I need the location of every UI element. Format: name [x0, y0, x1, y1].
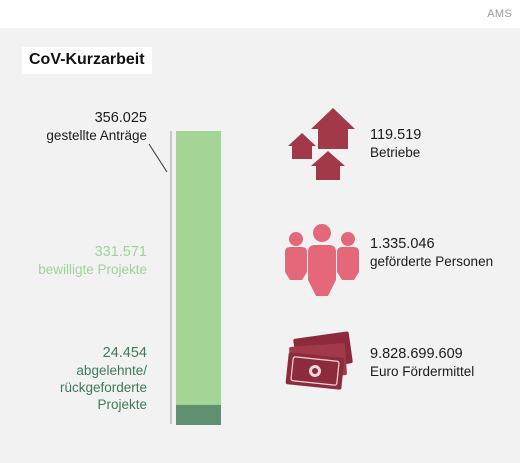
- approved-text: bewilligte Projekte: [38, 262, 147, 277]
- stat-betriebe: 119.519 Betriebe: [370, 127, 421, 161]
- approved-number: 331.571: [94, 244, 147, 260]
- betriebe-number: 119.519: [370, 127, 422, 143]
- total-text: gestellte Anträge: [46, 128, 147, 143]
- rejected-label: 24.454 abgelehnte/ rückgeforderte Projek…: [60, 345, 147, 413]
- rejected-text: abgelehnte/ rückgeforderte Projekte: [59, 363, 147, 412]
- bar-segment-rejected: [176, 404, 221, 425]
- mittel-label: Euro Fördermittel: [370, 364, 475, 379]
- personen-number: 1.335.046: [370, 236, 435, 252]
- personen-label: geförderte Personen: [370, 254, 494, 269]
- total-label: 356.025 gestellte Anträge: [46, 110, 147, 144]
- money-icon: [285, 331, 355, 396]
- rejected-number: 24.454: [102, 345, 147, 361]
- houses-icon: [284, 106, 356, 187]
- chart-title: CoV-Kurzarbeit: [22, 47, 152, 74]
- bar-segment-approved: [176, 131, 221, 405]
- total-number: 356.025: [94, 110, 147, 126]
- stat-personen: 1.335.046 geförderte Personen: [370, 236, 493, 270]
- source-label: AMS: [487, 8, 512, 20]
- stat-mittel: 9.828.699.609 Euro Fördermittel: [370, 346, 474, 380]
- mittel-number: 9.828.699.609: [370, 346, 463, 362]
- approved-label: 331.571 bewilligte Projekte: [38, 244, 147, 278]
- header-bar: AMS: [0, 0, 520, 28]
- betriebe-label: Betriebe: [370, 145, 421, 160]
- people-icon: [282, 222, 362, 303]
- total-leader-line: [148, 143, 168, 173]
